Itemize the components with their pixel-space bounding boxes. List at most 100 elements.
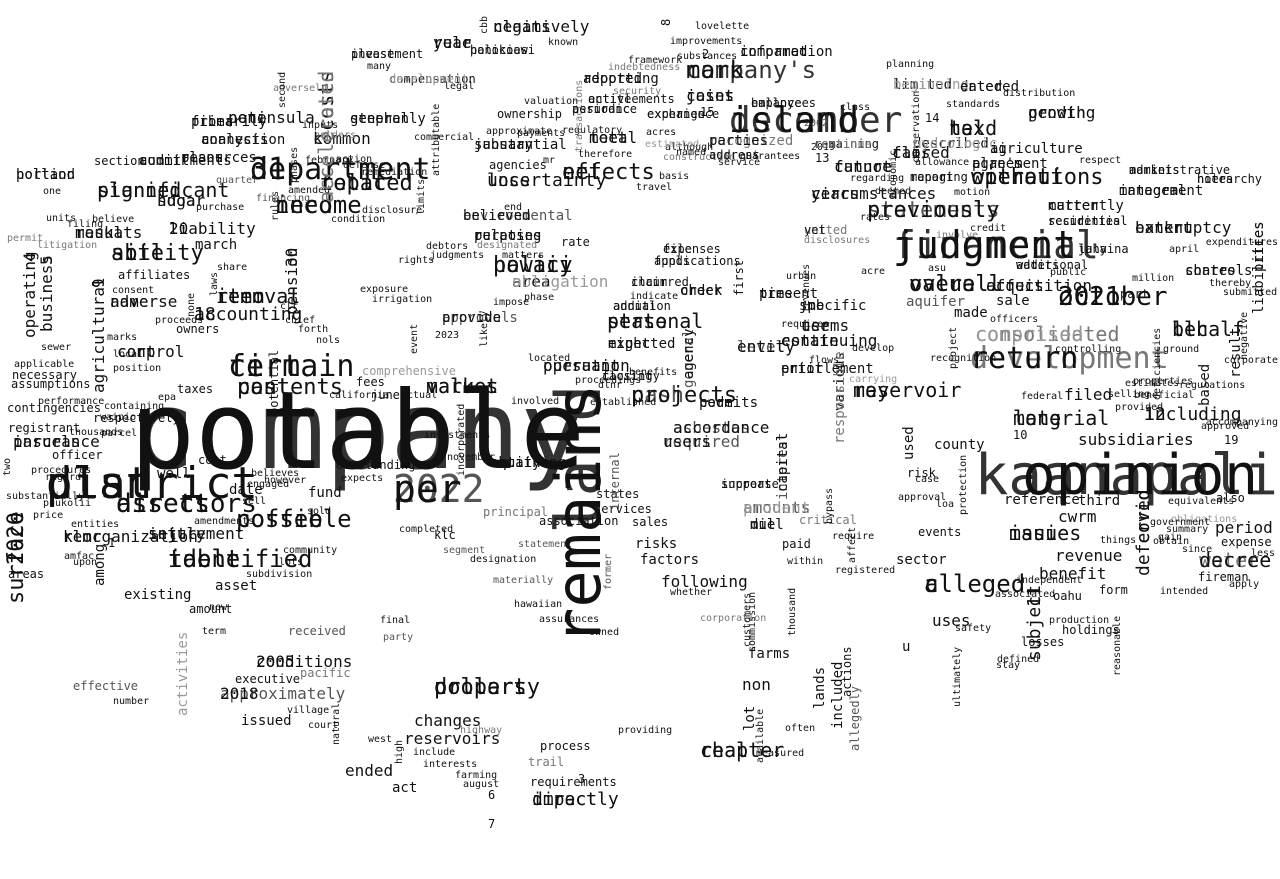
cloud-word: services [594, 502, 652, 516]
cloud-word: basis [659, 171, 690, 182]
cloud-word: actual [401, 390, 438, 401]
cloud-word: present [759, 286, 819, 302]
cloud-word: association [539, 514, 619, 528]
cloud-word: integral [1119, 183, 1187, 199]
cloud-word: corp [117, 342, 156, 361]
cloud-word: hawaii [493, 253, 573, 278]
cloud-word: ultimately [952, 646, 963, 707]
cloud-word: claims [493, 17, 551, 36]
cloud-word: resources [181, 150, 257, 166]
cloud-word: item [216, 284, 265, 308]
cloud-word: million [1132, 273, 1175, 284]
cloud-word: dated [960, 79, 1003, 95]
cloud-word: material [1013, 406, 1110, 430]
cloud-word: business [37, 254, 56, 332]
cloud-word: hawaiian [514, 599, 563, 610]
cloud-word: portion [16, 167, 76, 183]
cloud-word: often [785, 723, 816, 734]
cloud-word: markets [1129, 163, 1180, 177]
cloud-word: known [548, 37, 579, 48]
cloud-word: 6 [488, 788, 496, 802]
cloud-word: sewer [41, 342, 72, 353]
cloud-word: deemed [875, 186, 912, 197]
cloud-word: adversely [273, 83, 328, 94]
cloud-word: analysis [201, 132, 269, 148]
cloud-word: effect [986, 276, 1044, 295]
cloud-word: urban [786, 271, 817, 282]
cloud-word: designation [470, 554, 537, 565]
cloud-word: including [1144, 404, 1242, 425]
cloud-word: officers [990, 314, 1039, 325]
cloud-word: california [329, 390, 390, 401]
cloud-word: taxes [177, 382, 214, 396]
cloud-word: term [202, 626, 227, 637]
cloud-word: mill [750, 517, 784, 533]
cloud-word: fees [356, 375, 385, 389]
cloud-word: order [680, 283, 723, 299]
cloud-word: continuing [781, 331, 878, 350]
cloud-word: directly [532, 789, 619, 810]
cloud-word: pending [1028, 103, 1096, 122]
cloud-word: interests [423, 759, 478, 770]
cloud-word: registered [835, 565, 896, 576]
cloud-word: filed [1064, 385, 1113, 404]
cloud-word: past [237, 375, 290, 400]
cloud-word: obligations [1171, 514, 1238, 525]
cloud-word: project [948, 326, 959, 369]
cloud-word: operation [543, 356, 630, 375]
cloud-word: used [901, 425, 917, 460]
cloud-word: address [709, 148, 760, 162]
cloud-word: mark [686, 56, 744, 84]
cloud-word: code [699, 395, 733, 411]
cloud-word: 7 [488, 817, 496, 831]
cloud-word: level [737, 337, 786, 356]
cloud-word: service [718, 157, 761, 168]
cloud-word: clr [280, 301, 299, 312]
cloud-word: hierarchy [1197, 172, 1263, 186]
cloud-word: kaanapali [974, 443, 1278, 508]
cloud-word: 12 [1144, 404, 1166, 425]
cloud-word: assurances [539, 614, 600, 625]
cloud-word: oahu [1053, 589, 1082, 603]
cloud-word: equity [490, 455, 541, 471]
cloud-word: acres [646, 127, 677, 138]
cloud-word: providing [618, 725, 673, 736]
cloud-word: final [380, 615, 411, 626]
cloud-word: experience [647, 107, 720, 121]
cloud-word: consolidated [975, 322, 1120, 346]
cloud-word: registrant [8, 421, 81, 435]
cloud-word: provide [442, 310, 502, 326]
cloud-word: january [474, 137, 534, 153]
cloud-word: investment [351, 47, 424, 61]
cloud-word: cbb [479, 15, 490, 34]
cloud-word: executive [235, 672, 301, 686]
cloud-word: customers [742, 592, 753, 647]
cloud-word: hanokoawi [470, 43, 536, 57]
cloud-word: covid [1133, 489, 1154, 544]
cloud-word: inputs [302, 120, 339, 131]
cloud-word: asbestos [673, 418, 751, 437]
cloud-word: negatively [493, 17, 590, 36]
cloud-word: 1 [108, 536, 116, 550]
cloud-word: beneficial [1134, 390, 1195, 401]
cloud-word: regulations [1179, 380, 1246, 391]
cloud-word: ability [111, 241, 204, 266]
cloud-word: construction [663, 152, 736, 163]
cloud-word: circumstances [811, 184, 937, 203]
cloud-word: party [383, 632, 414, 643]
cloud-word: agricultural [89, 277, 108, 394]
cloud-word: lahaina [1078, 242, 1129, 256]
cloud-word: compared [740, 44, 808, 60]
cloud-word: paid [782, 537, 811, 551]
cloud-word: remaining [814, 137, 880, 151]
cloud-word: affiliates [118, 268, 191, 282]
cloud-word: environmental [463, 208, 573, 224]
cloud-word: independent [1016, 575, 1083, 586]
cloud-word: potable [130, 369, 586, 494]
cloud-word: insurance [13, 432, 100, 451]
cloud-word: limited [893, 77, 953, 93]
cloud-word: safety [955, 623, 992, 634]
cloud-word: october [1058, 282, 1168, 312]
cloud-word: table [168, 545, 241, 573]
